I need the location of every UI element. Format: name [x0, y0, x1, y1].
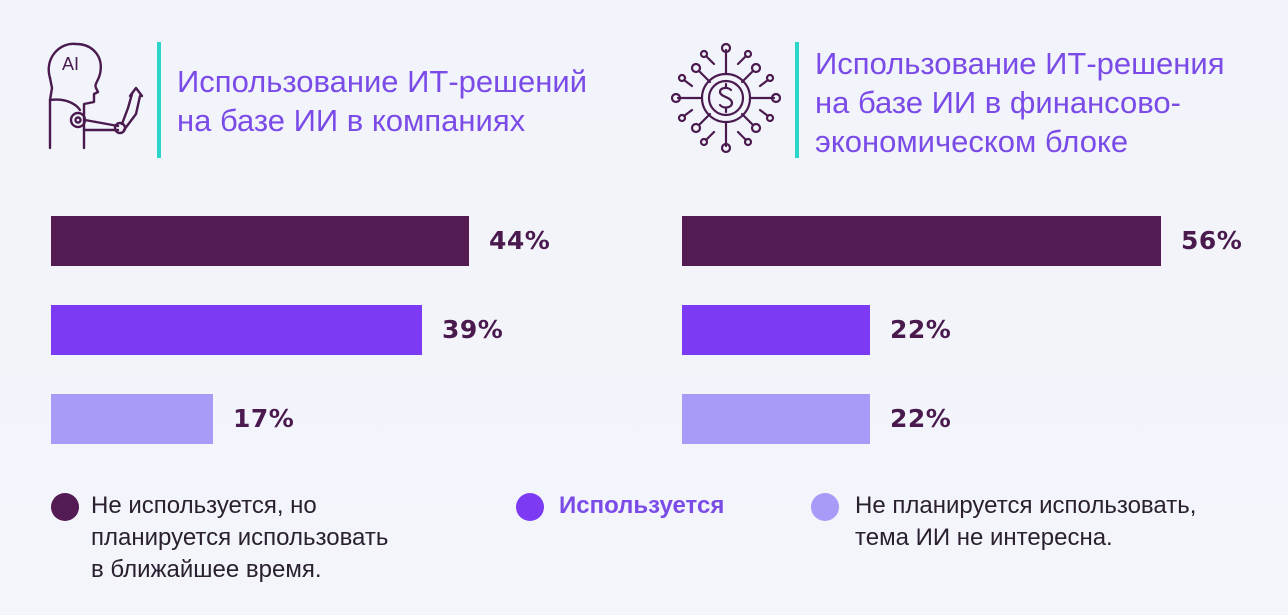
bar-value-label: 56% — [1181, 226, 1243, 255]
left-panel-title: Использование ИТ-решений на базе ИИ в ко… — [177, 62, 587, 140]
left-title-line-1: Использование ИТ-решений — [177, 64, 588, 99]
legend-line: Используется — [559, 492, 725, 519]
bar-not-used-planned — [682, 216, 1161, 266]
bar-value-label: 39% — [442, 315, 504, 344]
bar-value-label: 44% — [489, 226, 551, 255]
legend-line: Не используется, но — [91, 492, 317, 519]
legend-dot-not-used-planned — [51, 493, 79, 521]
bar-value-label: 17% — [233, 404, 295, 433]
legend-label-not-used-planned: Не используется, но планируется использо… — [91, 490, 388, 586]
ai-icon-label: AI — [62, 54, 79, 74]
legend-dot-not-planned — [811, 493, 839, 521]
bar-not-used-planned — [51, 216, 469, 266]
bar-value-label: 22% — [890, 315, 952, 344]
legend-line: Не планируется использовать, — [855, 492, 1197, 519]
right-title-line-1: Использование ИТ-решения — [815, 46, 1225, 81]
legend-line: планируется использовать — [91, 524, 389, 551]
right-panel-title: Использование ИТ-решения на базе ИИ в фи… — [815, 44, 1224, 161]
bar-value-label: 22% — [890, 404, 952, 433]
legend-label-used: Используется — [559, 490, 724, 522]
left-title-divider — [157, 42, 161, 158]
right-title-line-2: на базе ИИ в финансово- — [815, 85, 1181, 120]
bar-not-planned — [51, 394, 213, 444]
ai-robot-icon: AI — [47, 42, 144, 150]
bar-used — [51, 305, 422, 355]
legend-line: тема ИИ не интересна. — [855, 524, 1113, 551]
legend-line: в ближайшее время. — [91, 556, 322, 583]
left-title-line-2: на базе ИИ в компаниях — [177, 103, 526, 138]
bar-not-planned — [682, 394, 870, 444]
dollar-network-icon — [670, 42, 782, 154]
legend-dot-used — [516, 493, 544, 521]
bar-used — [682, 305, 870, 355]
legend-label-not-planned: Не планируется использовать, тема ИИ не … — [855, 490, 1196, 554]
right-title-divider — [795, 42, 799, 158]
right-title-line-3: экономическом блоке — [815, 124, 1129, 159]
